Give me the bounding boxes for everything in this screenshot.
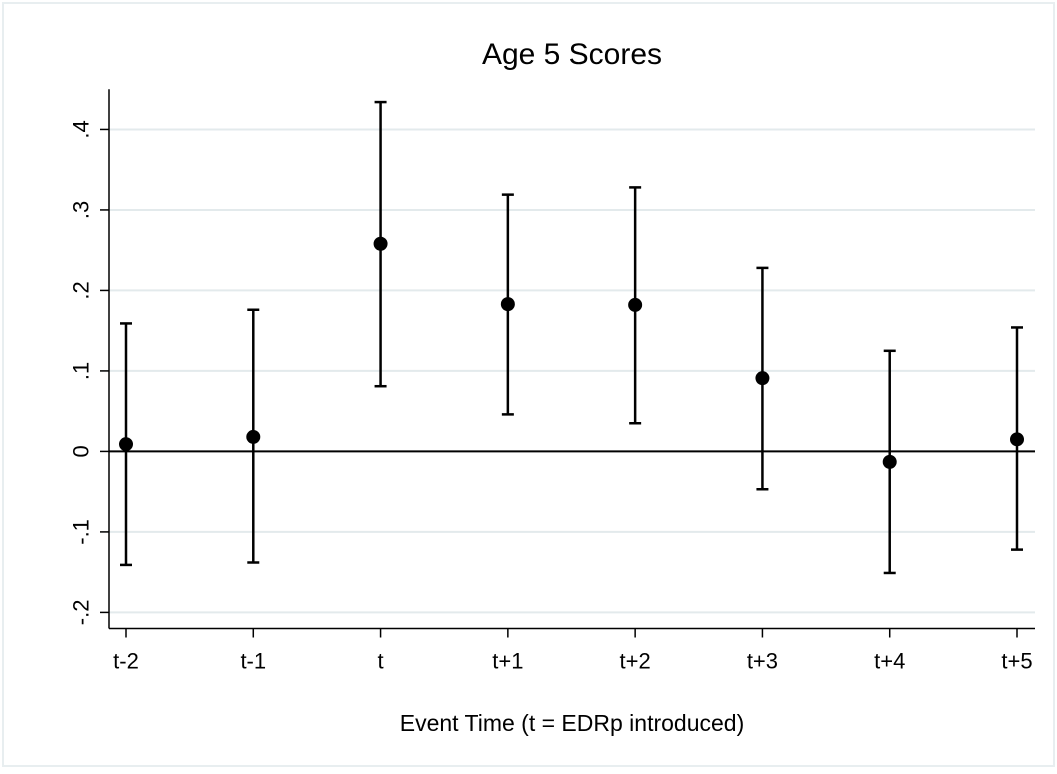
chart-title: Age 5 Scores [482,38,662,71]
data-point [373,236,388,251]
data-point [500,297,515,312]
y-tick-label: .1 [69,362,94,380]
data-point [755,371,770,386]
data-point [628,297,643,312]
x-tick-label: t [378,649,384,674]
y-tick-label: .3 [69,201,94,219]
x-tick-label: t-1 [240,649,266,674]
x-tick-label: t+2 [620,649,651,674]
confidence-interval-layer [120,100,1023,575]
y-tick-label: -.2 [69,600,94,626]
point-layer [119,236,1024,469]
y-tick-label: 0 [69,445,94,457]
data-point [1010,432,1024,447]
data-point [246,429,261,444]
y-tick-label: .4 [69,120,94,138]
x-tick-label: t-2 [113,649,139,674]
x-tick-label: t+5 [1001,649,1032,674]
grid-layer [109,128,1035,614]
axis-layer: -.2 -.1 0 .1 .2 .3 .4 t-2 t-1 t t+1 t+2 t+3 t+4 t+5 [69,89,1035,674]
y-tick-label: .2 [69,281,94,299]
x-tick-label: t+1 [492,649,523,674]
x-axis-label: Event Time (t = EDRp introduced) [400,710,745,736]
data-point [119,437,133,452]
y-tick-label: -.1 [69,519,94,545]
data-point [882,454,897,469]
x-tick-label: t+3 [747,649,778,674]
x-tick-label: t+4 [874,649,905,674]
